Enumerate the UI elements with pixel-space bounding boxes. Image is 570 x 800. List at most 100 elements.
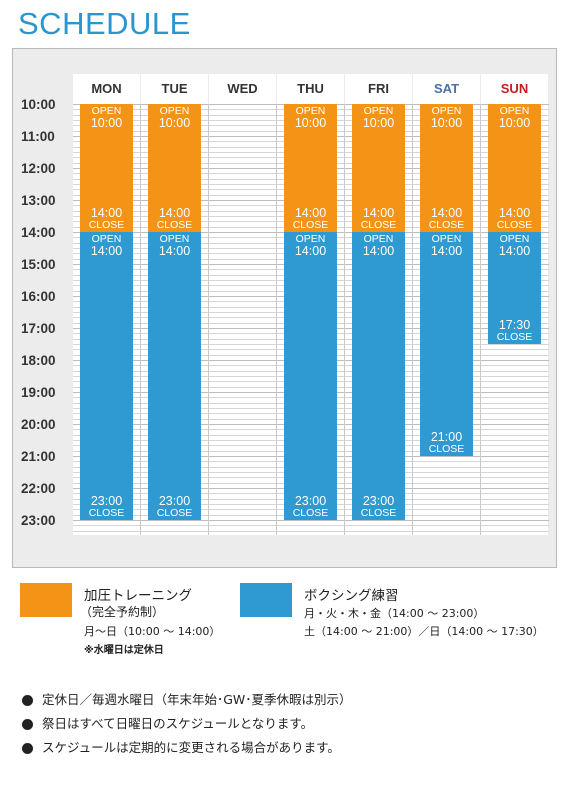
boxing-session-block[interactable]: OPEN 14:00 17:30 CLOSE	[488, 232, 541, 344]
open-label: OPEN 14:00	[420, 233, 473, 257]
bullet-icon	[22, 719, 33, 730]
boxing-legend-swatch	[240, 583, 292, 617]
boxing-session-block[interactable]: OPEN 14:00 23:00 CLOSE	[352, 232, 405, 520]
close-time: 21:00	[430, 430, 463, 444]
close-word: CLOSE	[428, 219, 465, 231]
training-session-block[interactable]: OPEN 10:00 14:00 CLOSE	[80, 104, 133, 232]
day-header-tue: TUE	[141, 74, 208, 104]
close-label: 14:00 CLOSE	[488, 207, 541, 231]
training-session-block[interactable]: OPEN 10:00 14:00 CLOSE	[148, 104, 201, 232]
training-legend-note: ※水曜日は定休日	[84, 645, 164, 656]
close-label: 23:00 CLOSE	[284, 495, 337, 519]
open-label: OPEN 14:00	[148, 233, 201, 257]
open-word: OPEN	[363, 233, 394, 245]
grid-line	[73, 525, 549, 526]
open-label: OPEN 14:00	[352, 233, 405, 257]
close-time: 14:00	[362, 206, 395, 220]
training-legend-sub: （完全予約制）	[80, 605, 165, 619]
open-label: OPEN 10:00	[488, 105, 541, 129]
open-word: OPEN	[159, 105, 190, 117]
open-label: OPEN 14:00	[80, 233, 133, 257]
schedule-grid: OPEN 10:00 14:00 CLOSE OPEN 10:00 14:00 CLOSE OP…	[73, 104, 549, 535]
close-word: CLOSE	[360, 507, 397, 519]
day-header-mon: MON	[73, 74, 140, 104]
open-time: 10:00	[294, 116, 327, 130]
time-label: 10:00	[21, 97, 56, 112]
open-time: 10:00	[158, 116, 191, 130]
time-label: 21:00	[21, 449, 56, 464]
training-session-block[interactable]: OPEN 10:00 14:00 CLOSE	[488, 104, 541, 232]
time-label: 13:00	[21, 193, 56, 208]
open-time: 10:00	[430, 116, 463, 130]
training-session-block[interactable]: OPEN 10:00 14:00 CLOSE	[420, 104, 473, 232]
day-header-sun: SUN	[481, 74, 548, 104]
time-label: 19:00	[21, 385, 56, 400]
close-word: CLOSE	[496, 331, 533, 343]
close-time: 14:00	[294, 206, 327, 220]
open-word: OPEN	[91, 233, 122, 245]
day-header-thu: THU	[277, 74, 344, 104]
close-time: 14:00	[90, 206, 123, 220]
open-word: OPEN	[159, 233, 190, 245]
bullet-icon	[22, 695, 33, 706]
day-column	[209, 104, 276, 535]
close-label: 23:00 CLOSE	[148, 495, 201, 519]
open-word: OPEN	[295, 105, 326, 117]
open-word: OPEN	[91, 105, 122, 117]
boxing-session-block[interactable]: OPEN 14:00 21:00 CLOSE	[420, 232, 473, 456]
grid-line	[73, 531, 549, 532]
column-divider	[480, 104, 481, 535]
boxing-session-block[interactable]: OPEN 14:00 23:00 CLOSE	[80, 232, 133, 520]
close-label: 14:00 CLOSE	[352, 207, 405, 231]
close-word: CLOSE	[88, 219, 125, 231]
training-session-block[interactable]: OPEN 10:00 14:00 CLOSE	[352, 104, 405, 232]
close-word: CLOSE	[292, 219, 329, 231]
close-label: 23:00 CLOSE	[80, 495, 133, 519]
column-divider	[208, 104, 209, 535]
open-time: 14:00	[362, 244, 395, 258]
close-label: 23:00 CLOSE	[352, 495, 405, 519]
close-time: 14:00	[158, 206, 191, 220]
close-label: 14:00 CLOSE	[80, 207, 133, 231]
open-label: OPEN 10:00	[352, 105, 405, 129]
close-word: CLOSE	[496, 219, 533, 231]
boxing-legend-hours-weekend: 土（14:00 〜 21:00）／日（14:00 〜 17:30）	[304, 625, 544, 638]
close-label: 14:00 CLOSE	[284, 207, 337, 231]
time-label: 12:00	[21, 161, 56, 176]
training-session-block[interactable]: OPEN 10:00 14:00 CLOSE	[284, 104, 337, 232]
training-legend-name: 加圧トレーニング	[84, 588, 192, 604]
day-header-sat: SAT	[413, 74, 480, 104]
boxing-session-block[interactable]: OPEN 14:00 23:00 CLOSE	[148, 232, 201, 520]
column-divider	[344, 104, 345, 535]
column-divider	[276, 104, 277, 535]
boxing-legend-name: ボクシング練習	[304, 588, 399, 604]
training-legend-hours: 月〜日（10:00 〜 14:00）	[84, 625, 221, 638]
schedule-panel: MON TUE WED THU FRI SAT SUN 10:00 11:00 12:00 13:…	[12, 48, 557, 568]
close-time: 17:30	[498, 318, 531, 332]
open-label: OPEN 14:00	[284, 233, 337, 257]
close-time: 23:00	[158, 494, 191, 508]
open-time: 14:00	[430, 244, 463, 258]
note-item: 祭日はすべて日曜日のスケジュールとなります。	[22, 716, 352, 740]
open-word: OPEN	[431, 233, 462, 245]
close-label: 14:00 CLOSE	[148, 207, 201, 231]
open-time: 14:00	[294, 244, 327, 258]
time-label: 11:00	[21, 129, 55, 144]
page-title: SCHEDULE	[18, 6, 191, 41]
open-label: OPEN 10:00	[80, 105, 133, 129]
day-header-wed: WED	[209, 74, 276, 104]
close-label: 14:00 CLOSE	[420, 207, 473, 231]
open-time: 10:00	[90, 116, 123, 130]
close-time: 23:00	[294, 494, 327, 508]
open-word: OPEN	[363, 105, 394, 117]
note-item: 定休日／毎週水曜日（年末年始･GW･夏季休暇は別示）	[22, 692, 352, 716]
time-label: 14:00	[21, 225, 56, 240]
close-word: CLOSE	[360, 219, 397, 231]
open-word: OPEN	[431, 105, 462, 117]
time-label: 22:00	[21, 481, 56, 496]
close-word: CLOSE	[88, 507, 125, 519]
open-time: 10:00	[498, 116, 531, 130]
column-divider	[140, 104, 141, 535]
note-item: スケジュールは定期的に変更される場合があります。	[22, 740, 352, 764]
boxing-session-block[interactable]: OPEN 14:00 23:00 CLOSE	[284, 232, 337, 520]
